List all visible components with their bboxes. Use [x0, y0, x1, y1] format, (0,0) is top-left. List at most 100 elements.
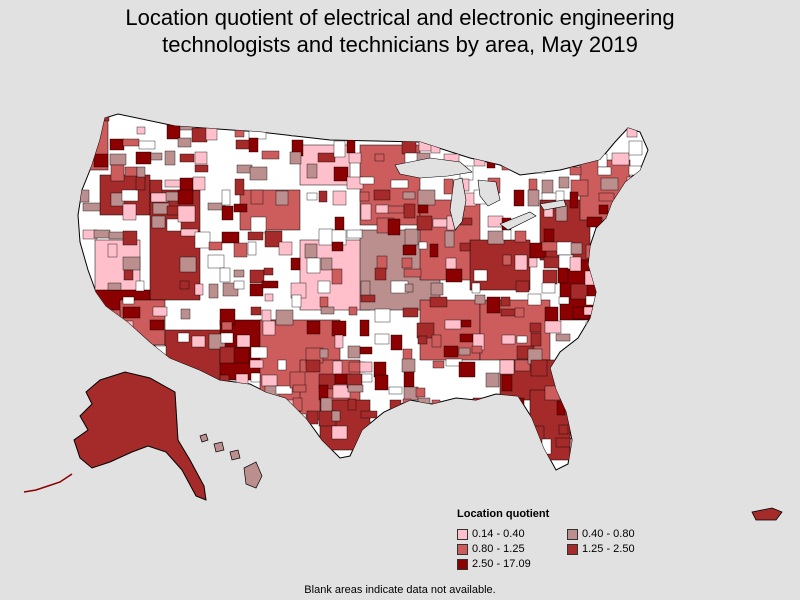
map-area-252 — [376, 255, 388, 270]
map-area-49 — [135, 280, 145, 292]
map-area-363 — [502, 229, 512, 241]
map-area-144 — [247, 241, 257, 256]
map-area-317 — [444, 230, 455, 248]
map-area-399 — [541, 114, 559, 120]
legend-title: Location quotient — [457, 508, 550, 520]
map-area-137 — [236, 425, 247, 435]
map-area-268 — [402, 114, 418, 129]
map-area-232 — [347, 398, 357, 411]
map-area-445 — [569, 465, 579, 470]
map-area-345 — [471, 345, 483, 354]
map-area-44 — [136, 126, 146, 135]
map-area-136 — [233, 384, 250, 397]
map-area-157 — [264, 293, 274, 302]
map-area-270 — [401, 137, 417, 155]
map-area-294 — [418, 241, 428, 250]
map-area-124 — [236, 114, 255, 127]
map-area-160 — [261, 374, 278, 387]
map-area-370 — [500, 423, 512, 440]
map-area-67 — [164, 179, 183, 188]
map-area-131 — [233, 269, 245, 278]
map-area-410 — [544, 306, 559, 323]
map-area-235 — [359, 191, 370, 202]
map-area-76 — [177, 189, 194, 205]
map-area-432 — [571, 138, 582, 147]
map-area-469 — [599, 321, 618, 337]
map-area-127 — [236, 164, 253, 174]
map-title: Location quotient of electrical and elec… — [0, 4, 800, 58]
map-area-324 — [446, 450, 465, 461]
map-area-101 — [207, 114, 223, 122]
map-area-278 — [404, 283, 414, 293]
legend-swatch-4 — [567, 543, 578, 555]
map-area-183 — [289, 449, 299, 466]
map-area-365 — [500, 296, 511, 307]
map-area-319 — [445, 268, 463, 283]
footnote: Blank areas indicate data not available. — [304, 584, 496, 596]
map-area-276 — [401, 257, 413, 269]
map-area-94 — [192, 176, 206, 191]
map-area-371 — [501, 438, 515, 448]
map-area-417 — [556, 138, 575, 147]
map-area-295 — [416, 322, 435, 339]
map-area-480 — [611, 309, 624, 326]
map-area-109 — [208, 413, 222, 430]
map-area-307 — [429, 296, 448, 308]
map-area-245 — [360, 449, 379, 465]
map-area-244 — [361, 437, 378, 452]
map-area-483 — [613, 398, 626, 408]
map-area-22 — [109, 138, 125, 151]
map-area-265 — [387, 410, 404, 426]
map-area-91 — [191, 127, 208, 143]
map-area-357 — [486, 413, 497, 430]
map-area-452 — [583, 306, 596, 316]
map-area-393 — [529, 322, 542, 333]
map-area-141 — [250, 189, 264, 205]
map-area-361 — [501, 153, 516, 171]
map-area-325 — [457, 137, 468, 150]
map-area-313 — [446, 125, 462, 140]
map-area-482 — [614, 386, 629, 404]
map-area-256 — [373, 361, 387, 378]
map-area-21 — [96, 464, 110, 470]
map-area-81 — [180, 308, 191, 320]
map-area-385 — [514, 463, 526, 470]
map-area-254 — [374, 308, 391, 323]
map-area-70 — [166, 218, 182, 232]
map-area-215 — [331, 320, 347, 337]
map-area-400 — [543, 138, 554, 154]
map-area-26 — [108, 231, 125, 240]
map-area-63 — [150, 465, 167, 470]
map-area-453 — [585, 321, 599, 332]
map-area-490 — [626, 176, 644, 193]
legend-swatch-2 — [567, 528, 578, 540]
map-area-216 — [334, 334, 344, 349]
map-area-494 — [628, 294, 646, 305]
map-area-463 — [598, 204, 609, 215]
map-area-153 — [261, 150, 280, 160]
map-area-99 — [192, 400, 203, 409]
map-area-36 — [122, 230, 138, 246]
map-area-189 — [306, 320, 321, 335]
map-area-57 — [152, 202, 170, 215]
map-area-468 — [597, 307, 616, 324]
map-area-451 — [585, 295, 600, 306]
map-area-486 — [626, 114, 643, 129]
hawaii — [199, 433, 263, 489]
map-area-217 — [332, 360, 343, 375]
map-area-206 — [320, 397, 333, 413]
map-area-472 — [599, 398, 617, 408]
map-area-376 — [513, 189, 525, 207]
map-area-138 — [248, 125, 267, 140]
map-area-320 — [444, 319, 462, 330]
map-area-375 — [514, 151, 525, 164]
map-area-130 — [233, 242, 248, 258]
legend-swatch-3 — [457, 543, 468, 555]
map-area-465 — [600, 256, 612, 272]
map-area-442 — [569, 410, 581, 427]
map-area-86 — [178, 426, 189, 436]
map-area-10 — [79, 373, 93, 386]
map-area-447 — [586, 124, 601, 141]
map-area-364 — [502, 254, 512, 266]
